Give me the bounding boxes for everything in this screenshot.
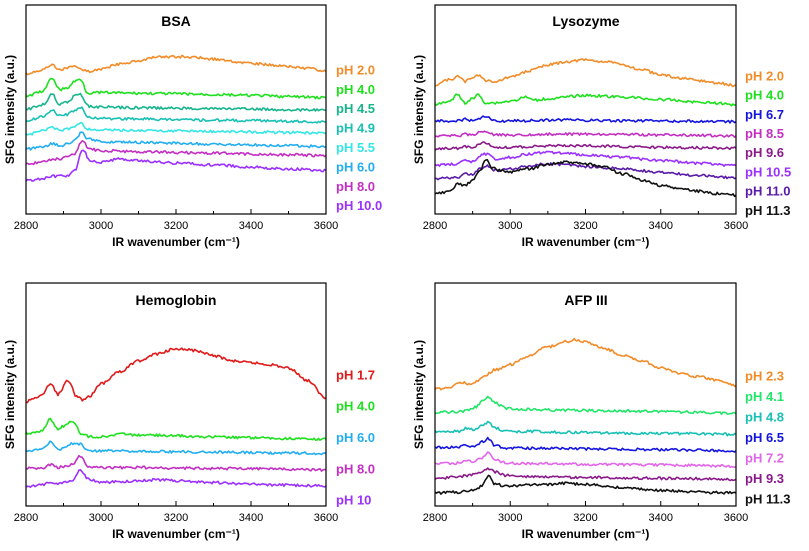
series-label: pH 11.3 — [745, 491, 791, 506]
panel-hemoglobin: pH 1.7 pH 4.0 pH 6.0 pH 8.0 pH 10 2800 3000 320… — [3, 282, 375, 541]
series-line-ph-8_0 — [25, 454, 327, 472]
series-label: pH 8.5 — [745, 126, 784, 141]
series-label: pH 11.3 — [745, 203, 791, 218]
series-line-ph-6_5 — [434, 436, 737, 453]
series-label: pH 9.3 — [745, 471, 784, 486]
x-tick-label: 3400 — [239, 512, 263, 524]
series-line-ph-4_5 — [26, 92, 327, 112]
series-label: pH 4.8 — [745, 409, 784, 424]
series-label: pH 10 — [336, 493, 371, 508]
series-line-ph-10_0 — [25, 149, 327, 182]
x-tick-label: 3000 — [498, 220, 522, 232]
x-tick-label: 3200 — [164, 512, 188, 524]
series-label: pH 4.1 — [745, 389, 784, 404]
series-line-ph-8_0 — [25, 140, 327, 166]
y-axis-label: SFG intensity (a.u.) — [3, 340, 17, 449]
series-label: pH 2.0 — [336, 62, 375, 77]
x-tick-label: 2800 — [14, 220, 38, 232]
series-line-ph-5_5 — [25, 121, 327, 136]
series-line-ph-6_0 — [25, 131, 327, 151]
x-tick-label: 3000 — [89, 220, 113, 232]
series-label: pH 4.0 — [336, 82, 375, 97]
panel-afp-iii: pH 2.3 pH 4.1 pH 4.8 pH 6.5 pH 7.2 pH 9.3 pH 1… — [412, 282, 791, 541]
series-line-ph-9_6 — [434, 141, 737, 151]
series-label: pH 7.2 — [745, 450, 784, 465]
series-line-ph-11_0 — [435, 162, 737, 181]
series-line-ph-4_0 — [434, 93, 737, 107]
series-line-ph-6_0 — [25, 440, 327, 456]
series-label: pH 8.0 — [336, 179, 375, 194]
series-label: pH 5.5 — [336, 140, 375, 155]
series-line-ph-10 — [25, 469, 327, 488]
x-tick-label: 3200 — [573, 512, 597, 524]
series-label: pH 10.0 — [336, 198, 382, 213]
series-label: pH 6.0 — [336, 159, 375, 174]
series-line-ph-4_8 — [434, 420, 737, 437]
series-line-ph-4_0 — [25, 417, 327, 441]
series-label: pH 2.0 — [745, 68, 784, 83]
series-label: pH 4.5 — [336, 101, 375, 116]
x-axis-label: IR wavenumber (cm⁻¹) — [112, 235, 240, 249]
panel-title: BSA — [161, 13, 191, 29]
series-label: pH 6.7 — [745, 107, 784, 122]
x-tick-label: 3000 — [89, 512, 113, 524]
x-axis-label: IR wavenumber (cm⁻¹) — [112, 527, 240, 541]
series-line-ph-11_3 — [434, 158, 737, 198]
series-label: pH 10.5 — [745, 164, 791, 179]
series-line-ph-4_9 — [25, 106, 327, 124]
series-line-ph-7_2 — [434, 451, 737, 469]
plot-frame — [434, 4, 737, 215]
panel-bsa: pH 2.0 pH 4.0 pH 4.5 pH 4.9 pH 5.5 pH 6.0 pH 8… — [3, 4, 382, 249]
x-tick-label: 3600 — [724, 512, 748, 524]
series-line-ph-6_7 — [434, 115, 737, 124]
x-tick-label: 2800 — [423, 512, 447, 524]
x-tick-label: 3000 — [498, 512, 522, 524]
series-line-ph-10_5 — [434, 150, 737, 167]
series-label: pH 4.0 — [336, 399, 375, 414]
x-tick-label: 3600 — [314, 512, 338, 524]
series-label: pH 2.3 — [745, 368, 784, 383]
y-axis-label: SFG intensity (a.u.) — [3, 55, 17, 164]
plot-frame — [25, 282, 327, 507]
panel-title: Lysozyme — [552, 13, 619, 29]
series-label: pH 11.0 — [745, 184, 791, 199]
series-label: pH 9.6 — [745, 145, 784, 160]
x-tick-label: 3400 — [649, 220, 673, 232]
series-line-ph-4_0 — [25, 77, 327, 100]
panel-title: AFP III — [564, 292, 607, 308]
x-tick-label: 3200 — [573, 220, 597, 232]
x-tick-label: 3600 — [314, 220, 338, 232]
series-label: pH 4.9 — [336, 121, 375, 136]
x-axis-label: IR wavenumber (cm⁻¹) — [522, 235, 650, 249]
panel-title: Hemoglobin — [136, 292, 217, 308]
series-line-ph-8_5 — [434, 130, 737, 138]
series-line-ph-2_0 — [25, 54, 327, 76]
x-tick-label: 3400 — [649, 512, 673, 524]
series-line-ph-1_7 — [25, 347, 327, 404]
series-line-ph-2_0 — [434, 58, 737, 88]
x-tick-label: 2800 — [14, 512, 38, 524]
series-label: pH 1.7 — [336, 367, 375, 382]
x-tick-label: 3200 — [164, 220, 188, 232]
x-tick-label: 2800 — [423, 220, 447, 232]
series-label: pH 4.0 — [745, 88, 784, 103]
series-line-ph-9_3 — [434, 467, 737, 482]
panel-lysozyme: pH 2.0 pH 4.0 pH 6.7 pH 8.5 pH 9.6 pH 10.5 pH … — [412, 4, 791, 249]
series-label: pH 6.0 — [336, 430, 375, 445]
series-line-ph-2_3 — [434, 337, 737, 391]
y-axis-label: SFG intensity (a.u.) — [412, 340, 426, 449]
y-axis-label: SFG intensity (a.u.) — [412, 55, 426, 164]
series-line-ph-11_3 — [434, 474, 737, 495]
series-label: pH 6.5 — [745, 430, 784, 445]
series-line-ph-4_1 — [434, 395, 737, 415]
x-tick-label: 3400 — [239, 220, 263, 232]
x-tick-label: 3600 — [724, 220, 748, 232]
x-axis-label: IR wavenumber (cm⁻¹) — [522, 527, 650, 541]
series-label: pH 8.0 — [336, 461, 375, 476]
